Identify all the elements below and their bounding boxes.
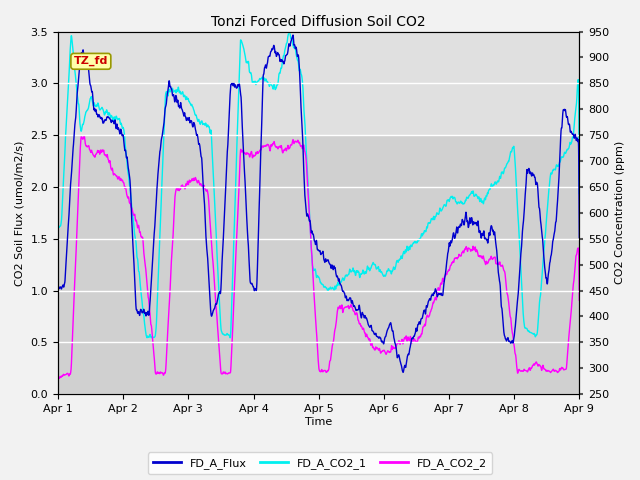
- Title: Tonzi Forced Diffusion Soil CO2: Tonzi Forced Diffusion Soil CO2: [211, 15, 426, 29]
- Y-axis label: CO2 Concentration (ppm): CO2 Concentration (ppm): [615, 141, 625, 285]
- Legend: FD_A_Flux, FD_A_CO2_1, FD_A_CO2_2: FD_A_Flux, FD_A_CO2_1, FD_A_CO2_2: [148, 453, 492, 474]
- Bar: [58, 32, 579, 135]
- Y-axis label: CO2 Soil Flux (umol/m2/s): CO2 Soil Flux (umol/m2/s): [15, 140, 25, 286]
- Text: TZ_fd: TZ_fd: [74, 56, 108, 66]
- X-axis label: Time: Time: [305, 417, 332, 427]
- Bar: [58, 135, 579, 394]
